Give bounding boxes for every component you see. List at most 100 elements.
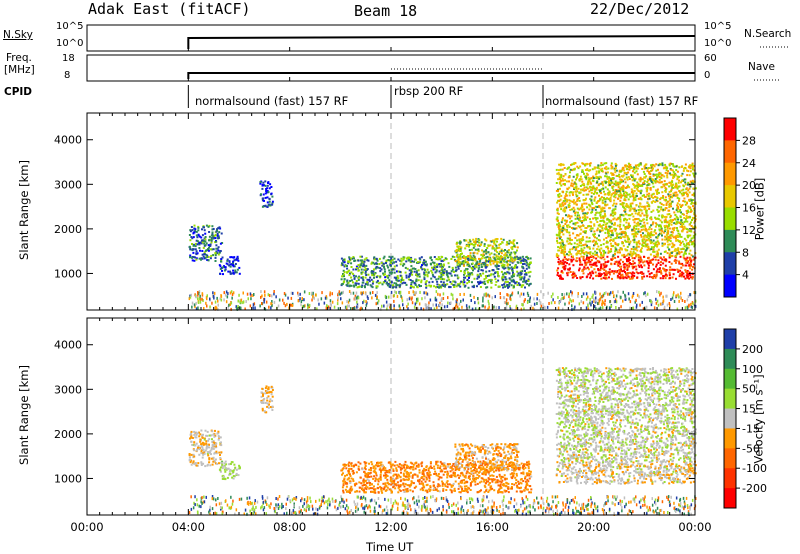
scatter-point bbox=[603, 180, 606, 183]
scatter-point bbox=[637, 272, 640, 275]
clutter-point bbox=[642, 307, 645, 311]
scatter-point bbox=[619, 269, 622, 272]
scatter-point bbox=[601, 170, 603, 172]
scatter-point bbox=[212, 248, 215, 251]
scatter-point bbox=[583, 202, 586, 205]
scatter-point bbox=[631, 228, 634, 231]
scatter-point bbox=[589, 228, 592, 231]
scatter-point bbox=[684, 218, 687, 220]
scatter-point bbox=[684, 264, 687, 267]
scatter-point bbox=[490, 281, 493, 284]
scatter-point bbox=[658, 176, 661, 178]
scatter-point bbox=[680, 248, 683, 251]
scatter-point bbox=[579, 263, 581, 266]
scatter-point bbox=[457, 262, 460, 265]
scatter-point bbox=[692, 172, 695, 175]
scatter-point bbox=[381, 264, 384, 267]
scatter-point bbox=[350, 257, 353, 260]
scatter-point bbox=[489, 280, 492, 283]
scatter-point bbox=[623, 199, 626, 201]
scatter-point bbox=[632, 235, 635, 238]
scatter-point bbox=[631, 202, 634, 205]
scatter-point bbox=[661, 216, 664, 219]
scatter-point bbox=[624, 217, 626, 220]
clutter-point bbox=[282, 298, 284, 302]
scatter-point bbox=[616, 224, 619, 227]
scatter-point bbox=[621, 273, 624, 276]
scatter-point bbox=[204, 238, 207, 241]
scatter-point bbox=[687, 210, 690, 213]
scatter-point bbox=[692, 202, 695, 205]
scatter-point bbox=[516, 270, 519, 273]
scatter-point bbox=[519, 278, 522, 281]
scatter-point bbox=[414, 258, 417, 261]
clutter-point bbox=[287, 296, 289, 300]
scatter-point bbox=[196, 236, 199, 239]
clutter-point bbox=[562, 307, 564, 311]
scatter-point bbox=[604, 231, 607, 234]
scatter-point bbox=[623, 236, 626, 239]
clutter-point bbox=[643, 292, 645, 296]
clutter-point bbox=[441, 303, 443, 307]
scatter-point bbox=[686, 234, 689, 237]
scatter-point bbox=[637, 224, 640, 227]
scatter-point bbox=[680, 242, 683, 244]
scatter-point bbox=[264, 204, 267, 207]
scatter-point bbox=[675, 235, 678, 238]
clutter-point bbox=[624, 294, 627, 298]
scatter-point bbox=[626, 235, 629, 238]
scatter-point bbox=[629, 209, 632, 212]
scatter-point bbox=[665, 199, 667, 201]
scatter-point bbox=[625, 221, 628, 224]
scatter-point bbox=[663, 231, 666, 234]
scatter-point bbox=[424, 281, 427, 284]
clutter-point bbox=[530, 304, 532, 308]
clutter-point bbox=[300, 303, 302, 307]
clutter-point bbox=[240, 300, 242, 304]
clutter-point bbox=[197, 293, 199, 297]
scatter-point bbox=[456, 274, 459, 277]
scatter-point bbox=[375, 262, 378, 265]
scatter-point bbox=[592, 192, 595, 195]
scatter-point bbox=[624, 208, 627, 211]
scatter-point bbox=[562, 179, 565, 182]
clutter-point bbox=[615, 294, 618, 298]
scatter-point bbox=[529, 270, 532, 273]
scatter-point bbox=[492, 239, 495, 242]
scatter-point bbox=[393, 282, 396, 285]
scatter-point bbox=[605, 227, 608, 230]
scatter-point bbox=[601, 183, 604, 185]
scatter-point bbox=[572, 199, 575, 202]
scatter-point bbox=[596, 259, 599, 262]
scatter-point bbox=[442, 263, 445, 266]
scatter-point bbox=[685, 215, 688, 217]
scatter-point bbox=[595, 201, 598, 204]
scatter-point bbox=[681, 273, 684, 276]
scatter-point bbox=[641, 266, 643, 269]
scatter-point bbox=[650, 239, 652, 242]
clutter-point bbox=[679, 295, 682, 299]
scatter-point bbox=[594, 271, 597, 274]
clutter-point bbox=[689, 293, 691, 297]
scatter-point bbox=[646, 186, 649, 189]
scatter-point bbox=[464, 247, 467, 250]
scatter-point bbox=[592, 277, 595, 280]
scatter-point bbox=[218, 231, 221, 234]
scatter-point bbox=[684, 227, 687, 230]
scatter-point bbox=[229, 272, 232, 275]
scatter-point bbox=[679, 209, 682, 211]
scatter-point bbox=[581, 216, 584, 219]
scatter-point bbox=[650, 164, 652, 167]
scatter-point bbox=[635, 195, 638, 197]
scatter-point bbox=[663, 268, 666, 271]
scatter-point bbox=[629, 204, 632, 207]
clutter-point bbox=[423, 291, 425, 295]
scatter-point bbox=[393, 271, 396, 274]
scatter-point bbox=[506, 243, 509, 246]
scatter-point bbox=[566, 253, 568, 256]
scatter-point bbox=[587, 268, 590, 271]
scatter-point bbox=[389, 281, 392, 284]
scatter-point bbox=[512, 242, 515, 245]
scatter-point bbox=[686, 231, 689, 234]
clutter-point bbox=[252, 303, 255, 307]
